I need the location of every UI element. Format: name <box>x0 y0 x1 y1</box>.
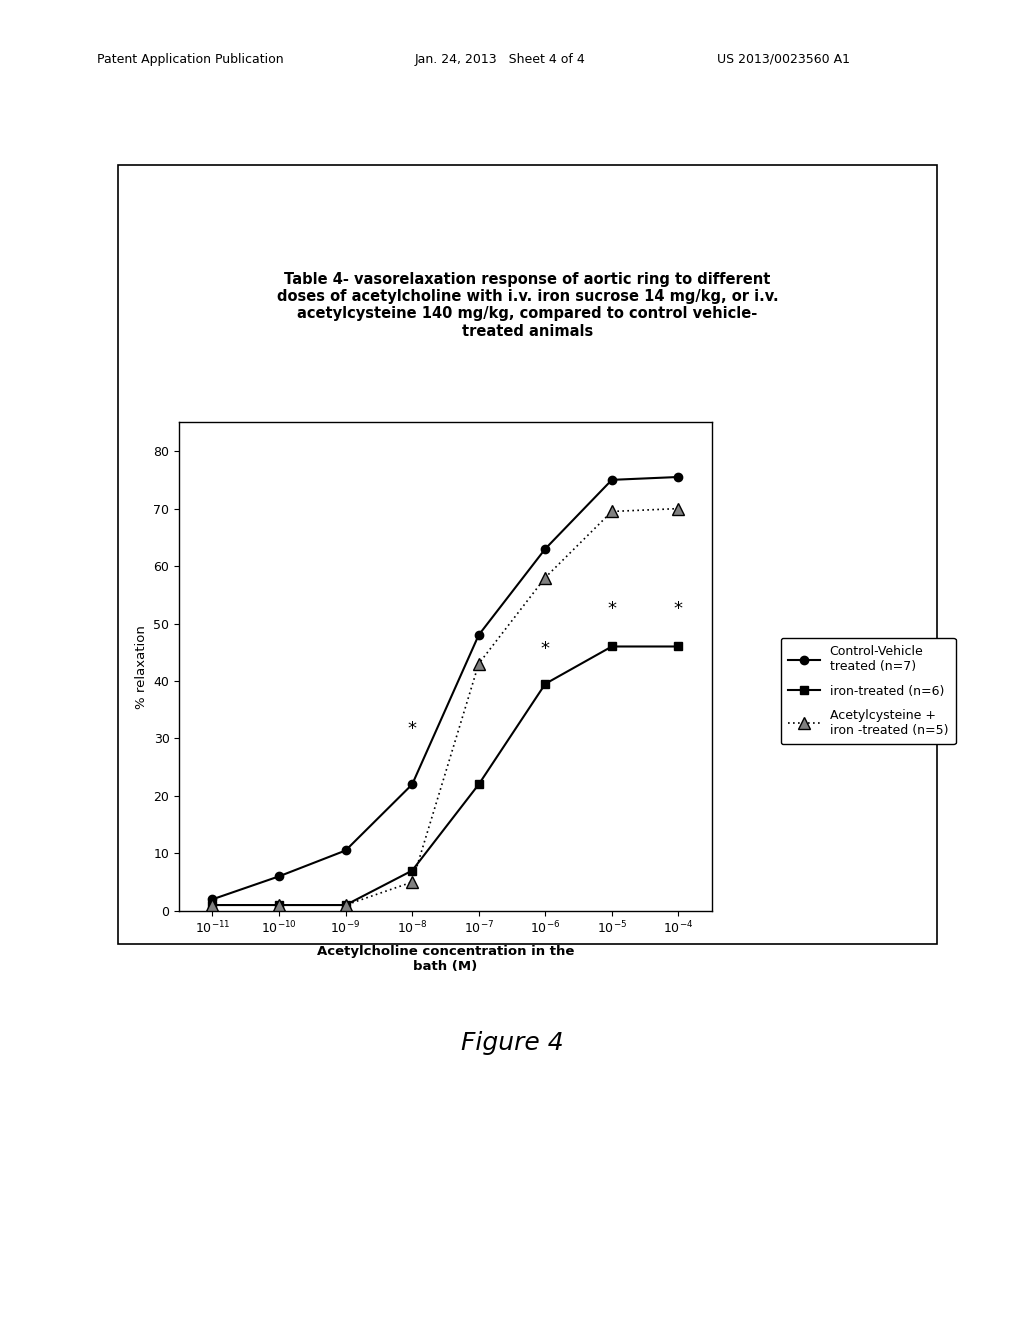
Text: Jan. 24, 2013   Sheet 4 of 4: Jan. 24, 2013 Sheet 4 of 4 <box>415 53 586 66</box>
Y-axis label: % relaxation: % relaxation <box>135 624 147 709</box>
Text: *: * <box>541 640 550 657</box>
Text: *: * <box>408 721 417 738</box>
Text: Patent Application Publication: Patent Application Publication <box>97 53 284 66</box>
Legend: Control-Vehicle
treated (n=7), iron-treated (n=6), Acetylcysteine +
iron -treate: Control-Vehicle treated (n=7), iron-trea… <box>781 638 955 744</box>
Text: *: * <box>607 599 616 618</box>
X-axis label: Acetylcholine concentration in the
bath (M): Acetylcholine concentration in the bath … <box>316 945 574 973</box>
Text: *: * <box>674 599 683 618</box>
Text: US 2013/0023560 A1: US 2013/0023560 A1 <box>717 53 850 66</box>
Text: Figure 4: Figure 4 <box>461 1031 563 1055</box>
Text: Table 4- vasorelaxation response of aortic ring to different
doses of acetylchol: Table 4- vasorelaxation response of aort… <box>276 272 778 339</box>
